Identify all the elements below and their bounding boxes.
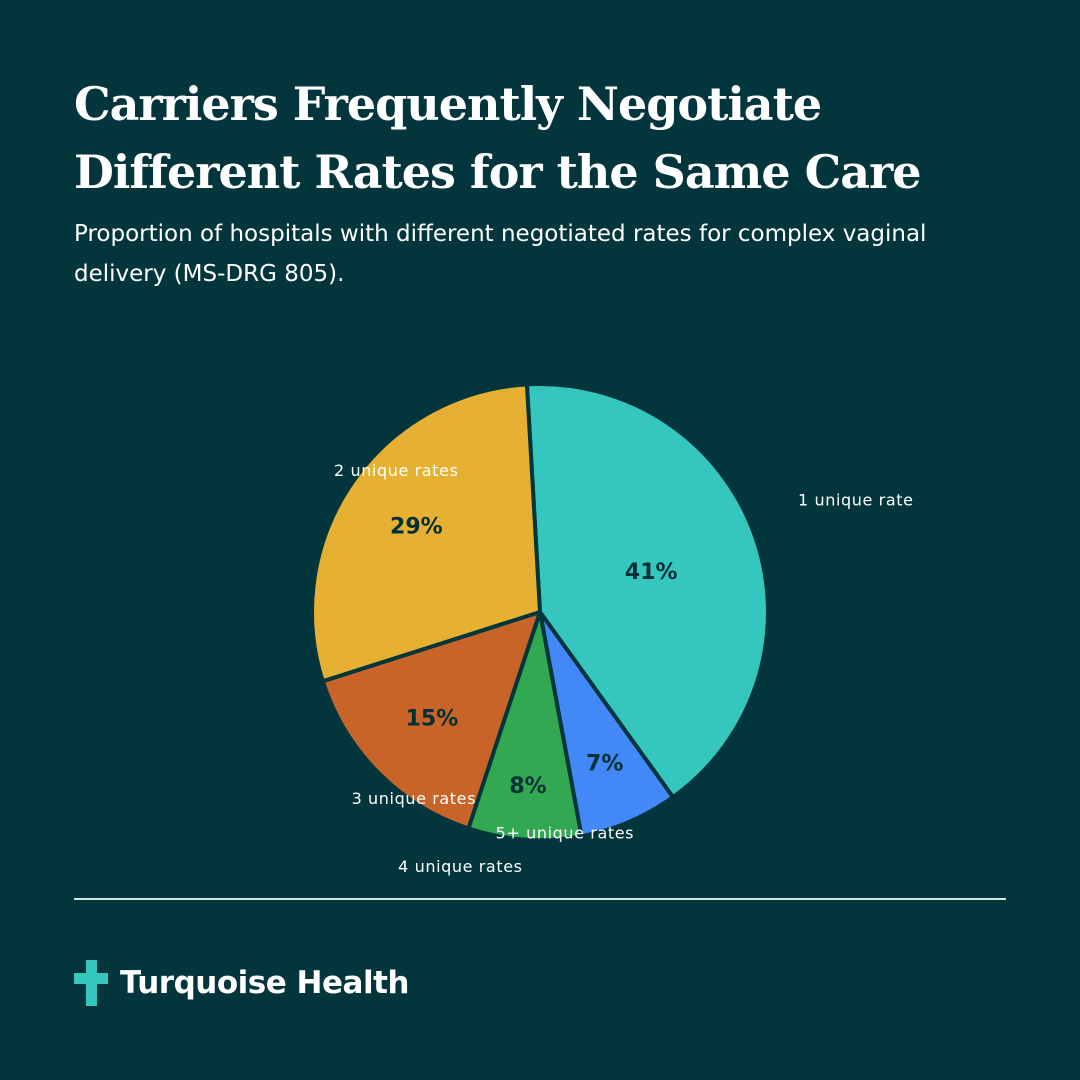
pie-slice-2-unique-rates [310,382,542,684]
percent-label-1-unique-rate: 41% [625,560,678,585]
brand-logo: Turquoise Health [74,960,409,1006]
chart-subtitle: Proportion of hospitals with different n… [74,221,927,287]
pie-slice-3-unique-rates [320,610,542,831]
percent-label-4-unique-rates: 8% [509,774,546,799]
category-label-1-unique-rate: 1 unique rate [798,491,914,510]
category-label-5-plus-unique-rates: 5+ unique rates [496,823,634,842]
percent-label-2-unique-rates: 29% [390,515,443,540]
pie-chart: 41% 1 unique rate 7% 5+ unique rates 8% 4 uni… [310,382,914,876]
pie-slice-4-unique-rates [466,610,584,842]
brand-name: Turquoise Health [120,965,409,1001]
category-label-3-unique-rates: 3 unique rates [352,789,476,808]
pie-slice-1-unique-rate [524,382,770,800]
percent-label-3-unique-rates: 15% [406,706,459,731]
chart-title: Carriers Frequently Negotiate Different … [74,77,922,199]
percent-label-5-plus-unique-rates: 7% [586,751,623,776]
footer-divider [74,898,1006,900]
category-label-2-unique-rates: 2 unique rates [334,461,458,480]
category-label-4-unique-rates: 4 unique rates [398,857,522,876]
plus-cross-icon [74,960,108,1006]
